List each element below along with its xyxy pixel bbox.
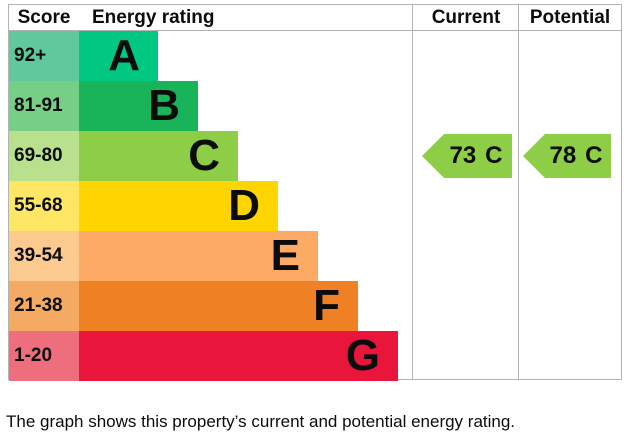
band-row-b: 81-91 B xyxy=(9,81,621,131)
current-rating-value: 73 xyxy=(449,142,477,169)
band-d-bar: D xyxy=(79,181,278,231)
current-column-divider xyxy=(412,5,413,379)
band-f-bar: F xyxy=(79,281,358,331)
band-row-e: 39-54 E xyxy=(9,231,621,281)
chart-header-row: Score Energy rating Current Potential xyxy=(9,5,621,31)
band-a-score-range: 92+ xyxy=(9,31,79,81)
band-row-a: 92+ A xyxy=(9,31,621,81)
band-e-bar: E xyxy=(79,231,318,281)
current-rating-arrow: 73 C xyxy=(422,134,512,178)
band-e-score-range: 39-54 xyxy=(9,231,79,281)
band-row-f: 21-38 F xyxy=(9,281,621,331)
band-row-c: 69-80 C xyxy=(9,131,621,181)
band-c-bar: C xyxy=(79,131,238,181)
energy-rating-chart: Score Energy rating Current Potential 92… xyxy=(8,4,622,381)
band-b-bar: B xyxy=(79,81,198,131)
band-b-score-range: 81-91 xyxy=(9,81,79,131)
potential-rating-value: 78 xyxy=(549,142,577,169)
potential-rating-band: C xyxy=(585,142,603,169)
energy-rating-column-header: Energy rating xyxy=(92,6,215,28)
band-f-score-range: 21-38 xyxy=(9,281,79,331)
band-g-score-range: 1-20 xyxy=(9,331,79,381)
band-a-bar: A xyxy=(79,31,158,81)
current-rating-band: C xyxy=(485,142,503,169)
band-c-score-range: 69-80 xyxy=(9,131,79,181)
score-column-header: Score xyxy=(17,6,71,28)
band-row-g: 1-20 G xyxy=(9,331,621,381)
band-d-score-range: 55-68 xyxy=(9,181,79,231)
potential-rating-arrow: 78 C xyxy=(523,134,611,178)
band-g-bar: G xyxy=(79,331,398,381)
chart-caption: The graph shows this property’s current … xyxy=(6,412,516,431)
current-column-header: Current xyxy=(431,6,501,28)
potential-column-header: Potential xyxy=(529,6,611,28)
potential-column-divider xyxy=(518,5,519,379)
band-row-d: 55-68 D xyxy=(9,181,621,231)
